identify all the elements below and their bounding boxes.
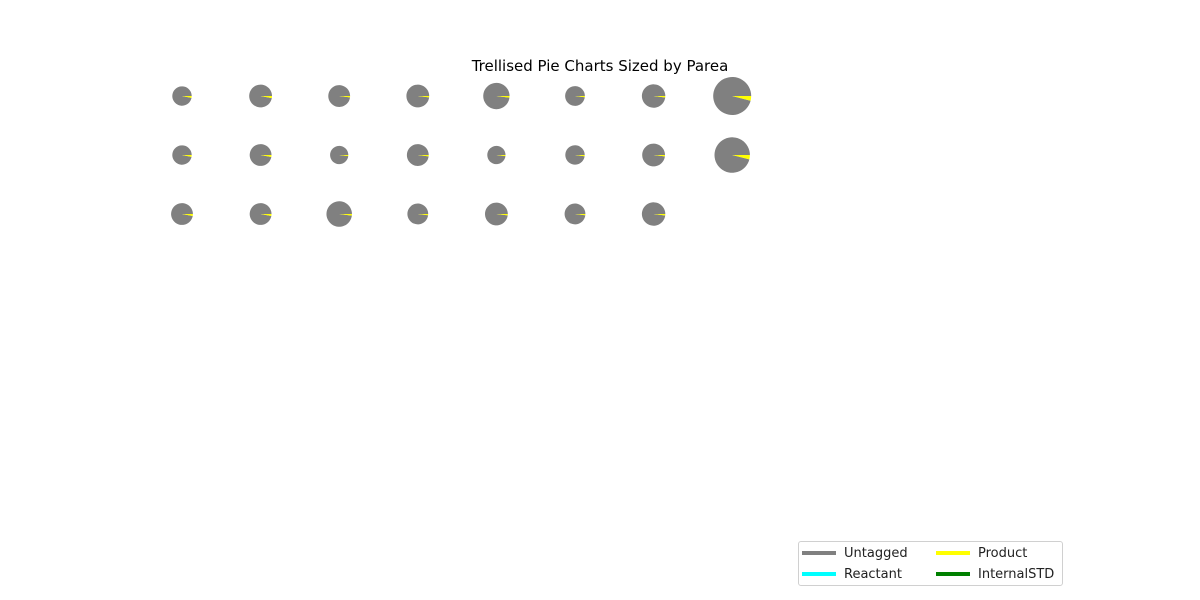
pie-slice-untagged — [641, 84, 666, 108]
legend-entry-untagged: Untagged — [802, 543, 908, 563]
pie-slice-product — [339, 96, 351, 98]
legend-swatch-reactant — [802, 572, 836, 576]
pie-r3-c5 — [484, 202, 508, 226]
pie-slice-untagged — [483, 82, 510, 110]
pie-slice-product — [417, 214, 429, 216]
chart-legend: Untagged Product Reactant InternalSTD — [798, 541, 1063, 586]
pie-r2-c1 — [172, 145, 192, 165]
pie-slice-product — [182, 214, 193, 217]
pie-slice-product — [653, 214, 666, 216]
pie-r2-c8 — [714, 137, 750, 173]
pie-r3-c3 — [326, 201, 352, 227]
legend-label-product: Product — [978, 545, 1028, 561]
legend-entry-internalstd: InternalSTD — [936, 564, 1054, 584]
pie-r1-c2 — [249, 84, 272, 108]
pie-slice-untagged — [487, 145, 506, 165]
pie-r1-c5 — [483, 82, 510, 110]
pie-slice-untagged — [713, 76, 752, 115]
pie-r3-c4 — [407, 203, 429, 225]
pie-r2-c7 — [642, 143, 665, 167]
pie-r1-c3 — [328, 85, 351, 107]
pie-r2-c5 — [487, 145, 506, 165]
pie-r2-c3 — [330, 145, 349, 165]
pie-slice-product — [260, 96, 272, 99]
pie-slice-product — [653, 155, 665, 157]
pie-r1-c4 — [406, 84, 430, 108]
pie-slice-product — [182, 96, 192, 98]
pie-slice-untagged — [565, 145, 585, 165]
pie-slice-untagged — [330, 145, 349, 165]
pie-slice-untagged — [407, 203, 429, 225]
pie-r3-c7 — [641, 202, 666, 226]
pie-slice-product — [339, 214, 352, 216]
pie-r2-c6 — [565, 145, 585, 165]
pie-slice-product — [653, 96, 666, 98]
pie-slice-product — [575, 155, 585, 157]
pie-slice-product — [496, 155, 506, 157]
pie-slice-product — [496, 96, 510, 98]
pie-r3-c2 — [249, 203, 272, 225]
pie-slice-untagged — [172, 86, 192, 106]
pie-slice-product — [260, 214, 272, 217]
pie-r1-c8 — [713, 76, 752, 115]
pie-r1-c7 — [641, 84, 666, 108]
pie-slice-untagged — [564, 203, 586, 225]
pie-r1-c1 — [172, 86, 192, 106]
pie-r1-c6 — [565, 86, 585, 106]
pie-slice-untagged — [565, 86, 585, 106]
legend-swatch-untagged — [802, 551, 836, 555]
pie-r3-c1 — [171, 203, 193, 225]
pie-slice-product — [417, 155, 429, 157]
pie-slice-untagged — [249, 84, 272, 108]
legend-label-internalstd: InternalSTD — [978, 566, 1055, 582]
legend-entry-product: Product — [936, 543, 1027, 563]
pie-slice-product — [732, 96, 752, 101]
chart-title: Trellised Pie Charts Sized by Parea — [471, 57, 729, 75]
pie-slice-product — [575, 214, 586, 216]
pie-slice-product — [182, 155, 192, 157]
pie-slice-untagged — [171, 203, 193, 225]
pie-r2-c2 — [249, 144, 272, 166]
pie-slice-product — [732, 155, 750, 160]
pie-r3-c6 — [564, 203, 586, 225]
pie-slice-untagged — [249, 203, 272, 225]
pie-slice-product — [417, 96, 430, 98]
pie-slice-untagged — [641, 202, 666, 226]
pie-slice-product — [496, 214, 508, 216]
pie-slice-untagged — [249, 144, 272, 166]
pie-slice-untagged — [642, 143, 665, 167]
pie-r2-c4 — [406, 144, 429, 166]
pie-slice-product — [339, 155, 349, 157]
pie-slice-untagged — [326, 201, 352, 227]
legend-label-reactant: Reactant — [844, 566, 902, 582]
legend-label-untagged: Untagged — [844, 545, 908, 561]
pie-slice-untagged — [406, 84, 430, 108]
pie-slice-untagged — [328, 85, 351, 107]
pie-slice-untagged — [484, 202, 508, 226]
pie-slice-untagged — [406, 144, 429, 166]
pie-slice-product — [260, 155, 272, 158]
legend-entry-reactant: Reactant — [802, 564, 902, 584]
pie-slice-untagged — [714, 137, 750, 173]
pie-slice-untagged — [172, 145, 192, 165]
legend-swatch-product — [936, 551, 970, 555]
legend-swatch-internalstd — [936, 572, 970, 576]
pie-slice-product — [575, 96, 585, 98]
